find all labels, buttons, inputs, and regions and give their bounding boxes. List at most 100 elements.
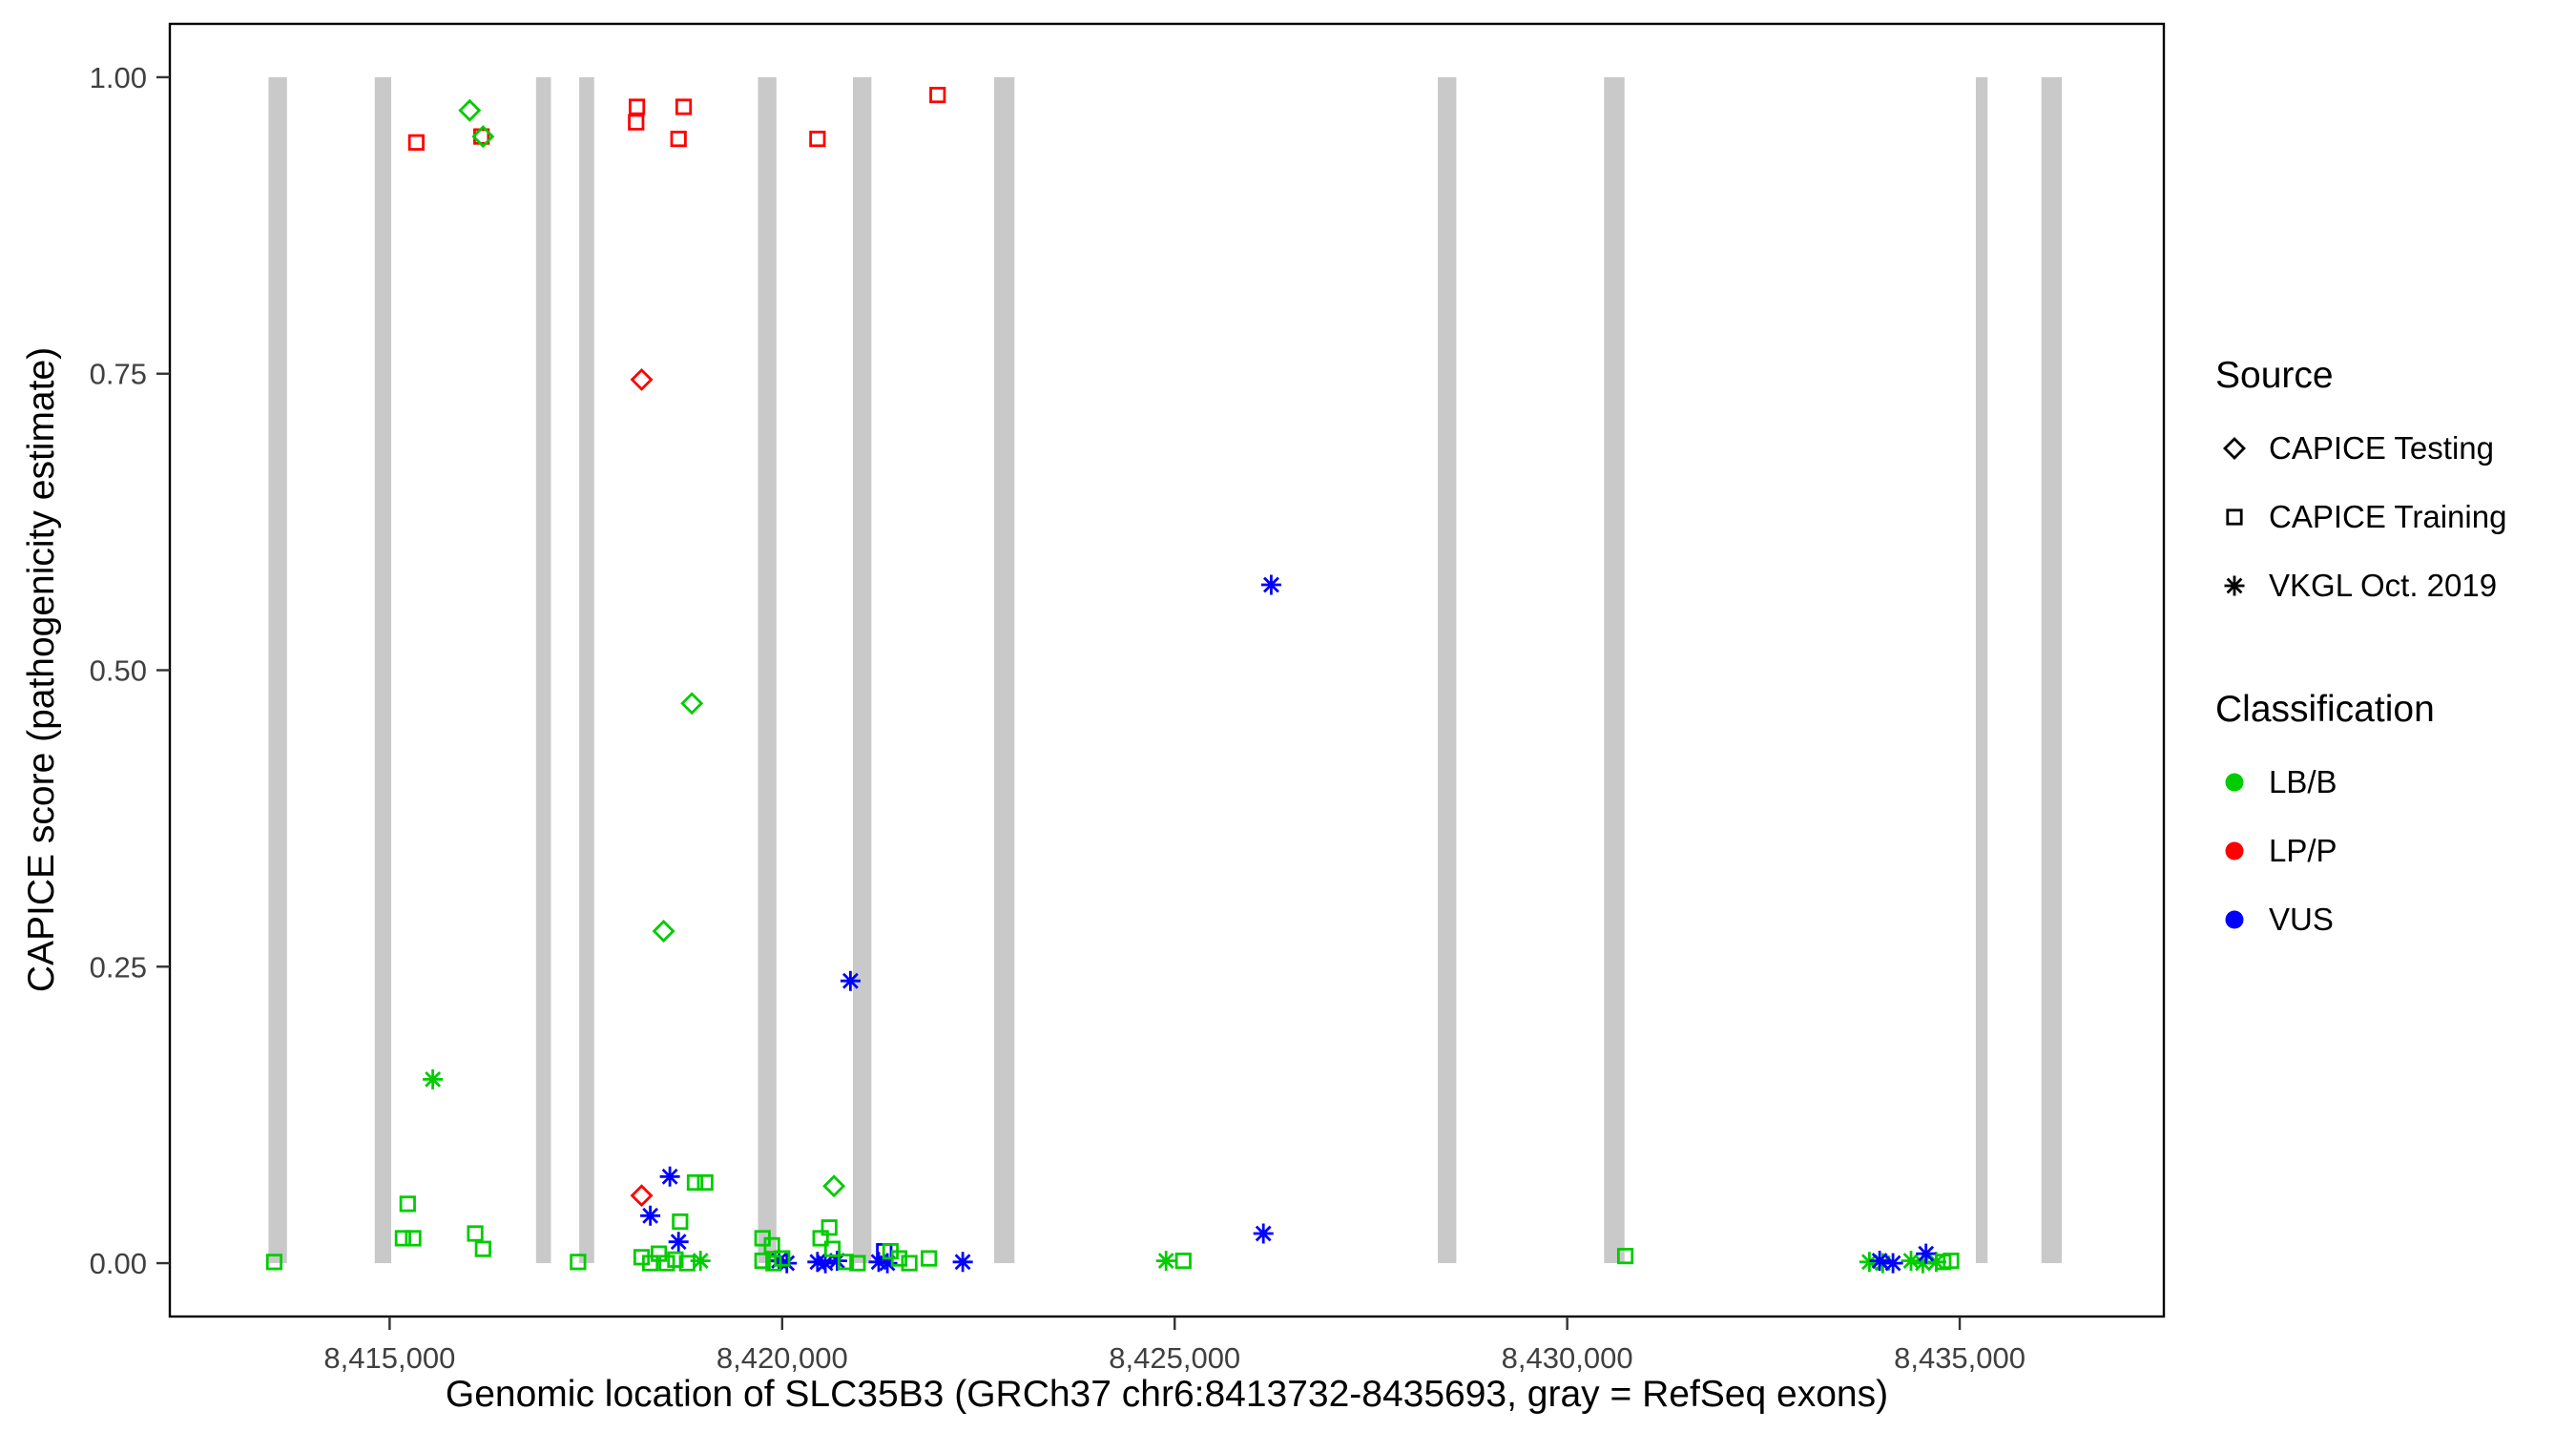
- data-point: [1260, 574, 1281, 595]
- data-point: [877, 1253, 898, 1274]
- x-tick-label: 8,420,000: [717, 1341, 848, 1375]
- exon-bar: [758, 76, 777, 1264]
- legend-classification-title: Classification: [2215, 689, 2435, 730]
- exon-bar: [535, 76, 551, 1264]
- data-point: [628, 114, 645, 131]
- data-point: [405, 1230, 422, 1247]
- data-point: [641, 1255, 659, 1272]
- data-point: [399, 1195, 416, 1213]
- data-point: [929, 86, 946, 104]
- data-point: [821, 1219, 838, 1236]
- data-point: [423, 1068, 444, 1089]
- data-point: [765, 1255, 782, 1272]
- data-point: [467, 1225, 484, 1242]
- data-point: [394, 1230, 411, 1247]
- data-point: [471, 125, 495, 149]
- data-point: [840, 970, 861, 991]
- data-point: [659, 1166, 680, 1187]
- data-point: [630, 1184, 654, 1208]
- data-point: [777, 1253, 798, 1274]
- data-point: [823, 1240, 841, 1257]
- data-point: [668, 1232, 689, 1253]
- exon-bar: [374, 76, 392, 1264]
- exon-bar: [2041, 76, 2063, 1264]
- x-tick-label: 8,435,000: [1894, 1341, 2025, 1375]
- legend-item-capice-testing: CAPICE Testing: [2215, 414, 2506, 483]
- data-point: [754, 1252, 771, 1270]
- data-point: [1174, 1252, 1192, 1270]
- exon-bar: [1604, 76, 1625, 1264]
- legend-item-vus: VUS: [2215, 885, 2506, 954]
- panel-border: [168, 22, 2166, 1318]
- x-axis-title: Genomic location of SLC35B3 (GRCh37 chr6…: [445, 1374, 1889, 1415]
- data-point: [1916, 1243, 1937, 1264]
- legend: Source CAPICE Testing CAPICE Training VK…: [2215, 355, 2506, 954]
- legend-item-label: LP/P: [2269, 833, 2337, 868]
- data-point: [667, 1251, 684, 1268]
- legend-item-label: LB/B: [2269, 764, 2337, 799]
- legend-item-label: VUS: [2269, 902, 2334, 937]
- data-point: [809, 130, 826, 148]
- data-point: [890, 1250, 908, 1267]
- data-point: [675, 98, 693, 115]
- data-point: [952, 1252, 973, 1273]
- exon-bar: [1438, 76, 1457, 1264]
- legend-source-title: Source: [2215, 355, 2334, 396]
- exon-bar: [579, 76, 594, 1264]
- legend-source: Source CAPICE Testing CAPICE Training VK…: [2215, 355, 2506, 620]
- data-point: [630, 367, 654, 391]
- data-point: [774, 1250, 791, 1267]
- data-point: [678, 1255, 696, 1272]
- legend-item-vkgl: VKGL Oct. 2019: [2215, 551, 2506, 620]
- data-point: [1616, 1248, 1634, 1265]
- legend-item-label: CAPICE Testing: [2269, 430, 2494, 466]
- blue-dot-icon: [2225, 910, 2244, 929]
- red-dot-icon: [2225, 841, 2244, 861]
- data-point: [1882, 1253, 1903, 1274]
- data-point: [690, 1251, 711, 1272]
- data-point: [570, 1254, 587, 1271]
- data-point: [849, 1255, 866, 1272]
- diamond-icon: [2223, 437, 2246, 460]
- data-point: [670, 130, 687, 148]
- x-tick-label: 8,425,000: [1109, 1341, 1240, 1375]
- y-tick-label: 0.25: [90, 950, 147, 984]
- data-point: [640, 1205, 661, 1226]
- square-icon: [2226, 508, 2243, 526]
- y-tick-label: 1.00: [90, 61, 147, 94]
- legend-classification: Classification LB/B LP/P VUS: [2215, 689, 2506, 954]
- legend-item-label: VKGL Oct. 2019: [2269, 568, 2498, 603]
- data-point: [652, 920, 675, 943]
- legend-item-capice-training: CAPICE Training: [2215, 483, 2506, 551]
- data-point: [921, 1250, 938, 1267]
- legend-item-lbb: LB/B: [2215, 748, 2506, 817]
- data-point: [901, 1255, 918, 1272]
- legend-item-lpp: LP/P: [2215, 817, 2506, 885]
- data-point: [680, 692, 704, 716]
- data-point: [837, 1254, 855, 1271]
- data-point: [1942, 1252, 1960, 1270]
- data-point: [1253, 1223, 1274, 1244]
- y-tick-label: 0.00: [90, 1247, 147, 1280]
- data-point: [458, 98, 482, 122]
- exon-bar: [993, 76, 1015, 1264]
- data-point: [822, 1174, 846, 1198]
- data-point: [658, 1255, 675, 1272]
- legend-item-label: CAPICE Training: [2269, 499, 2507, 534]
- data-point: [672, 1213, 689, 1231]
- y-axis-title: CAPICE score (pathogenicity estimate): [21, 346, 62, 993]
- data-point: [1155, 1251, 1176, 1272]
- y-tick-label: 0.75: [90, 358, 147, 391]
- exon-bar: [853, 76, 872, 1264]
- data-point: [407, 134, 425, 151]
- data-point: [696, 1173, 714, 1192]
- data-point: [265, 1254, 283, 1271]
- x-tick-label: 8,430,000: [1502, 1341, 1633, 1375]
- exon-bar: [268, 76, 287, 1264]
- asterisk-icon: [2224, 575, 2245, 596]
- data-point: [474, 1240, 491, 1257]
- green-dot-icon: [2225, 773, 2244, 792]
- data-point: [628, 98, 646, 115]
